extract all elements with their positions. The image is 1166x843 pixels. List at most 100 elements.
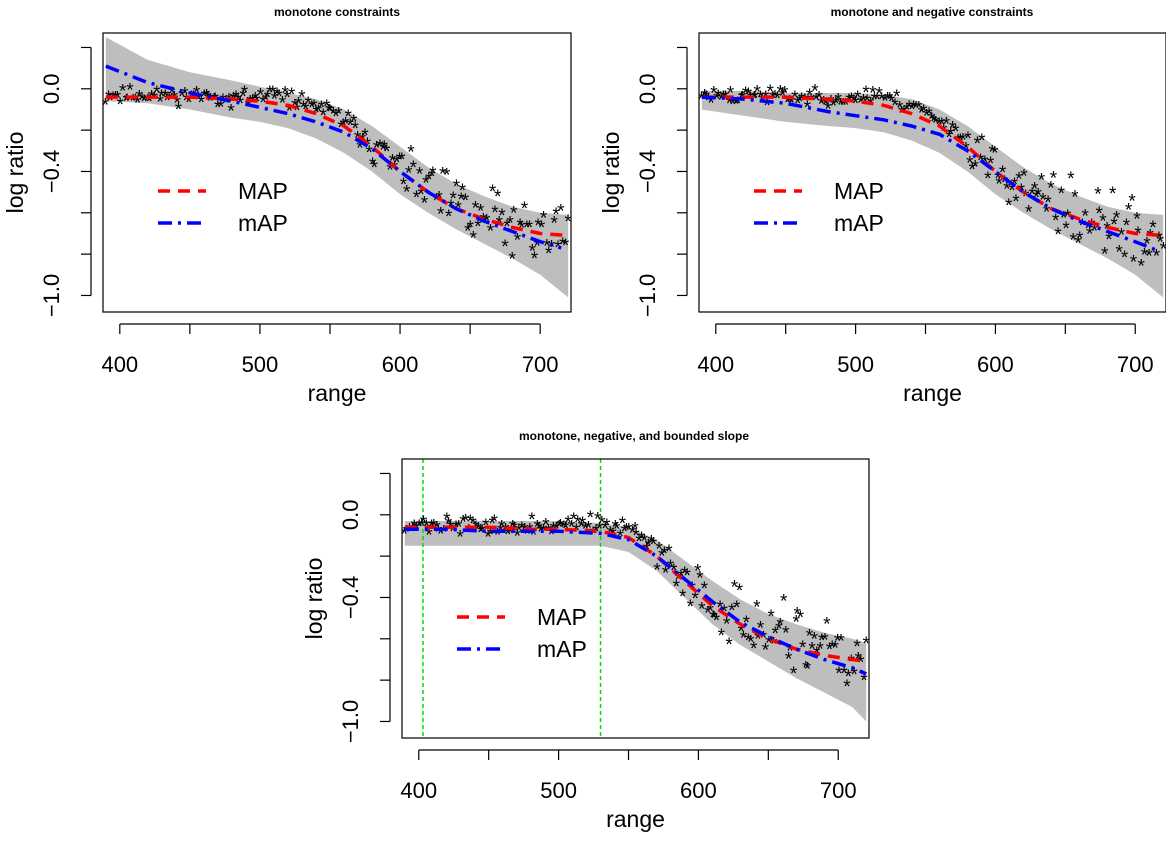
data-point: *: [481, 213, 489, 234]
data-point: *: [356, 138, 364, 159]
data-point: *: [1044, 193, 1052, 214]
x-tick-label: 600: [382, 352, 419, 377]
data-point: *: [943, 115, 951, 136]
data-point: *: [762, 640, 770, 661]
data-point: *: [462, 512, 470, 533]
data-point: *: [425, 526, 433, 547]
data-point: *: [560, 518, 568, 539]
data-point: *: [830, 96, 838, 117]
data-point: *: [531, 249, 539, 270]
data-point: *: [564, 513, 572, 534]
series-line-mAP: [404, 527, 867, 676]
data-point: *: [1076, 229, 1084, 250]
data-point: *: [835, 664, 843, 685]
data-point: *: [459, 181, 467, 202]
data-point: *: [794, 604, 802, 625]
data-point: *: [710, 609, 718, 630]
data-point: *: [112, 89, 120, 110]
data-point: *: [144, 91, 152, 112]
data-point: *: [106, 91, 114, 112]
data-point: *: [742, 84, 750, 105]
data-point: *: [516, 216, 524, 237]
data-point: *: [847, 652, 855, 673]
data-point: *: [777, 82, 785, 103]
data-point: *: [308, 98, 316, 119]
x-tick-label: 400: [400, 778, 437, 803]
series-line-MAP: [105, 95, 569, 238]
data-point: *: [932, 114, 940, 135]
data-point: *: [1038, 171, 1046, 192]
y-axis: 0.0 −0.4 −1.0 log ratio: [2, 46, 92, 317]
data-point: *: [947, 125, 955, 146]
data-point: *: [514, 231, 522, 252]
data-point: *: [538, 218, 546, 239]
data-point: *: [881, 91, 889, 112]
data-point: *: [498, 206, 506, 227]
data-point: *: [728, 601, 736, 622]
data-point: *: [136, 88, 144, 109]
data-point: *: [491, 203, 499, 224]
data-point: *: [635, 532, 643, 553]
data-point: *: [288, 85, 296, 106]
data-point: *: [467, 218, 475, 239]
data-point: *: [559, 235, 567, 256]
data-point: *: [648, 532, 656, 553]
data-point: *: [484, 527, 492, 548]
data-point: *: [1156, 232, 1164, 253]
data-point: *: [523, 218, 531, 239]
data-point: *: [984, 169, 992, 190]
data-point: *: [834, 90, 842, 111]
data-point: *: [1113, 208, 1121, 229]
data-point: *: [851, 665, 859, 686]
data-point: *: [1149, 218, 1157, 239]
data-point: *: [959, 131, 967, 152]
data-point: *: [665, 542, 673, 563]
data-point: *: [1105, 230, 1113, 251]
data-point: *: [163, 91, 171, 112]
data-point: *: [266, 83, 274, 104]
data-point: *: [661, 544, 669, 565]
data-point: *: [653, 561, 661, 582]
data-point: *: [802, 658, 810, 679]
data-point: *: [1067, 169, 1075, 190]
data-point: *: [775, 620, 783, 641]
data-point: *: [533, 236, 541, 257]
data-point: *: [467, 512, 475, 533]
data-point: *: [389, 151, 397, 172]
data-point: *: [826, 640, 834, 661]
data-point: *: [964, 129, 972, 150]
data-point: *: [709, 608, 717, 629]
y-axis: 0.0 −0.4 −1.0 log ratio: [301, 472, 391, 743]
data-point: *: [1110, 215, 1118, 236]
data-point: *: [753, 82, 761, 103]
data-point: *: [705, 91, 713, 112]
legend: MAP mAP: [158, 178, 288, 236]
data-point: *: [295, 94, 303, 115]
data-point: *: [837, 632, 845, 653]
data-point: *: [750, 89, 758, 110]
plot-area: ****************************************…: [699, 82, 1166, 298]
credible-band: [404, 521, 867, 722]
data-point: *: [827, 93, 835, 114]
data-point: *: [574, 513, 582, 534]
data-point: *: [540, 522, 548, 543]
data-point: *: [1008, 181, 1016, 202]
data-point: *: [945, 128, 953, 149]
legend-label-MAP: MAP: [834, 178, 884, 204]
data-point: *: [201, 87, 209, 108]
chart-panel-1: ****************************************…: [2, 5, 572, 406]
x-tick-label: 700: [820, 778, 857, 803]
data-point: *: [312, 103, 320, 124]
data-point: *: [645, 537, 653, 558]
x-axis-label: range: [903, 380, 962, 406]
data-point: *: [966, 154, 974, 175]
data-point: *: [729, 95, 737, 116]
data-point: *: [443, 166, 451, 187]
data-point: *: [1155, 229, 1163, 250]
data-point: *: [158, 87, 166, 108]
data-point: *: [528, 510, 536, 531]
data-point: *: [1141, 245, 1149, 266]
data-point: *: [726, 94, 734, 115]
data-point: *: [502, 520, 510, 541]
data-point: *: [396, 150, 404, 171]
